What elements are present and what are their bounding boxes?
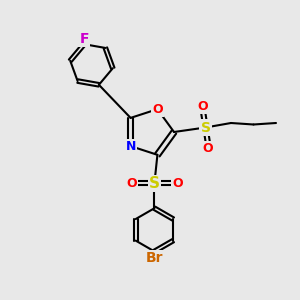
Text: N: N [125,140,136,153]
Text: O: O [202,142,213,155]
Text: O: O [152,103,163,116]
Text: S: S [149,176,160,191]
Text: F: F [80,32,89,46]
Text: O: O [198,100,208,113]
Text: O: O [172,177,183,190]
Text: O: O [126,177,136,190]
Text: Br: Br [146,251,163,265]
Text: S: S [200,121,211,134]
